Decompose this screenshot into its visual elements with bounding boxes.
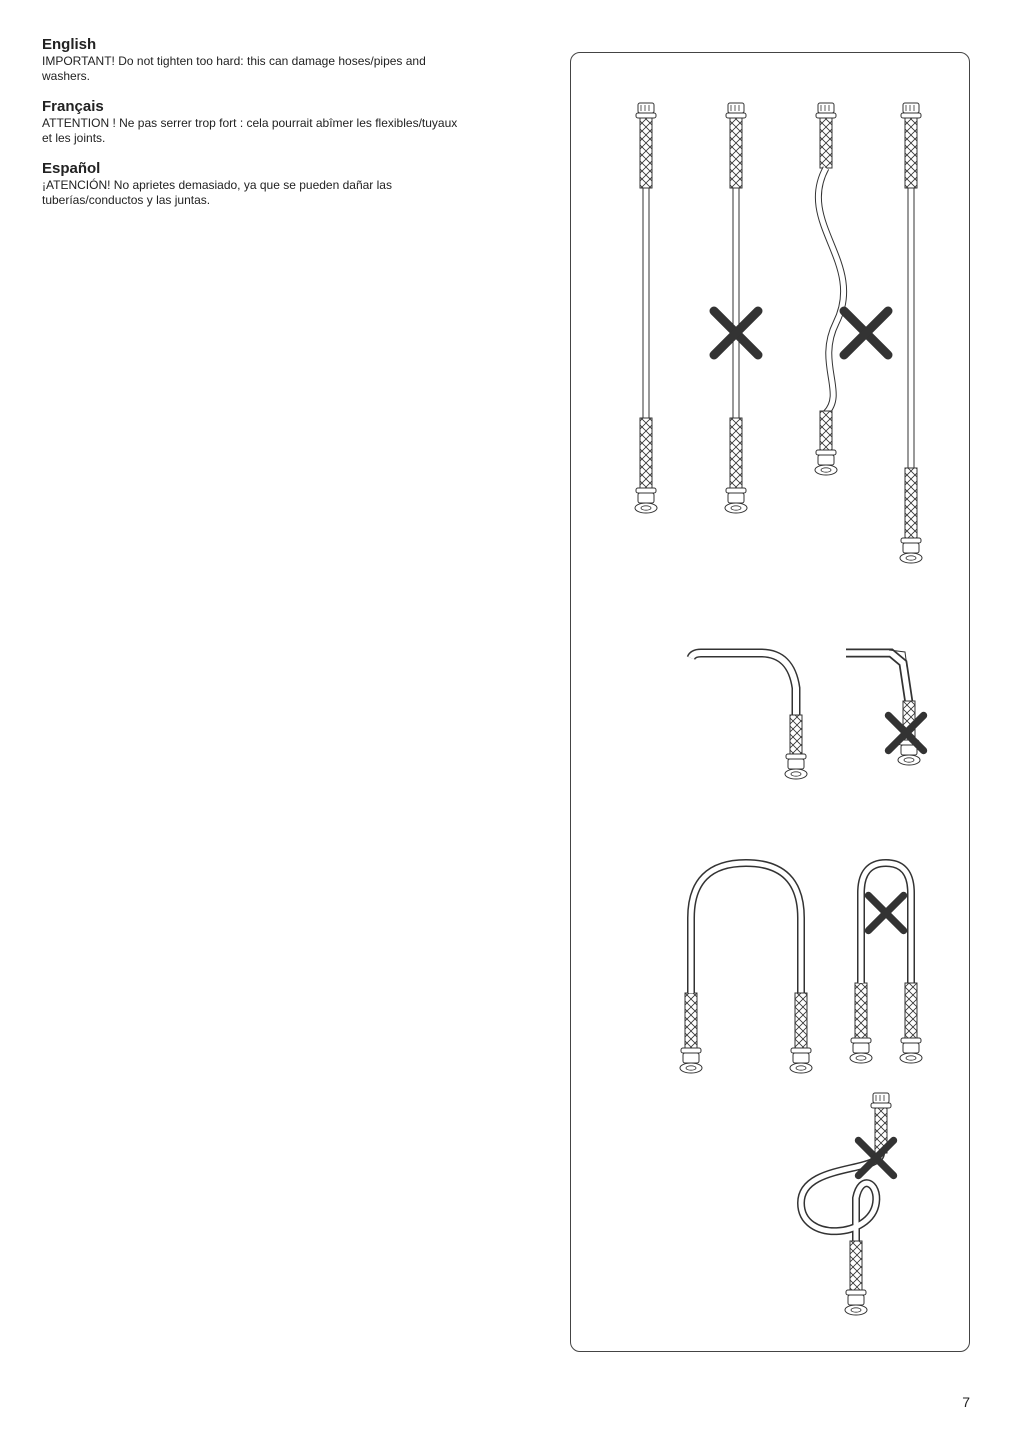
lang-title-es: Español — [42, 160, 462, 177]
lang-body-en: IMPORTANT! Do not tighten too hard: this… — [42, 54, 462, 84]
coiled-group — [801, 1093, 894, 1315]
u-pair-group — [680, 863, 922, 1073]
lang-title-fr: Français — [42, 98, 462, 115]
lang-block-fr: FrançaisATTENTION ! Ne pas serrer trop f… — [42, 98, 462, 146]
illustration-panel — [570, 52, 970, 1352]
bent-pair-group — [691, 650, 924, 779]
top-hoses-group — [635, 103, 922, 563]
lang-block-en: EnglishIMPORTANT! Do not tighten too har… — [42, 36, 462, 84]
page-number: 7 — [962, 1394, 970, 1410]
lang-body-fr: ATTENTION ! Ne pas serrer trop fort : ce… — [42, 116, 462, 146]
lang-block-es: Español¡ATENCIÓN! No aprietes demasiado,… — [42, 160, 462, 208]
lang-body-es: ¡ATENCIÓN! No aprietes demasiado, ya que… — [42, 178, 462, 208]
lang-title-en: English — [42, 36, 462, 53]
